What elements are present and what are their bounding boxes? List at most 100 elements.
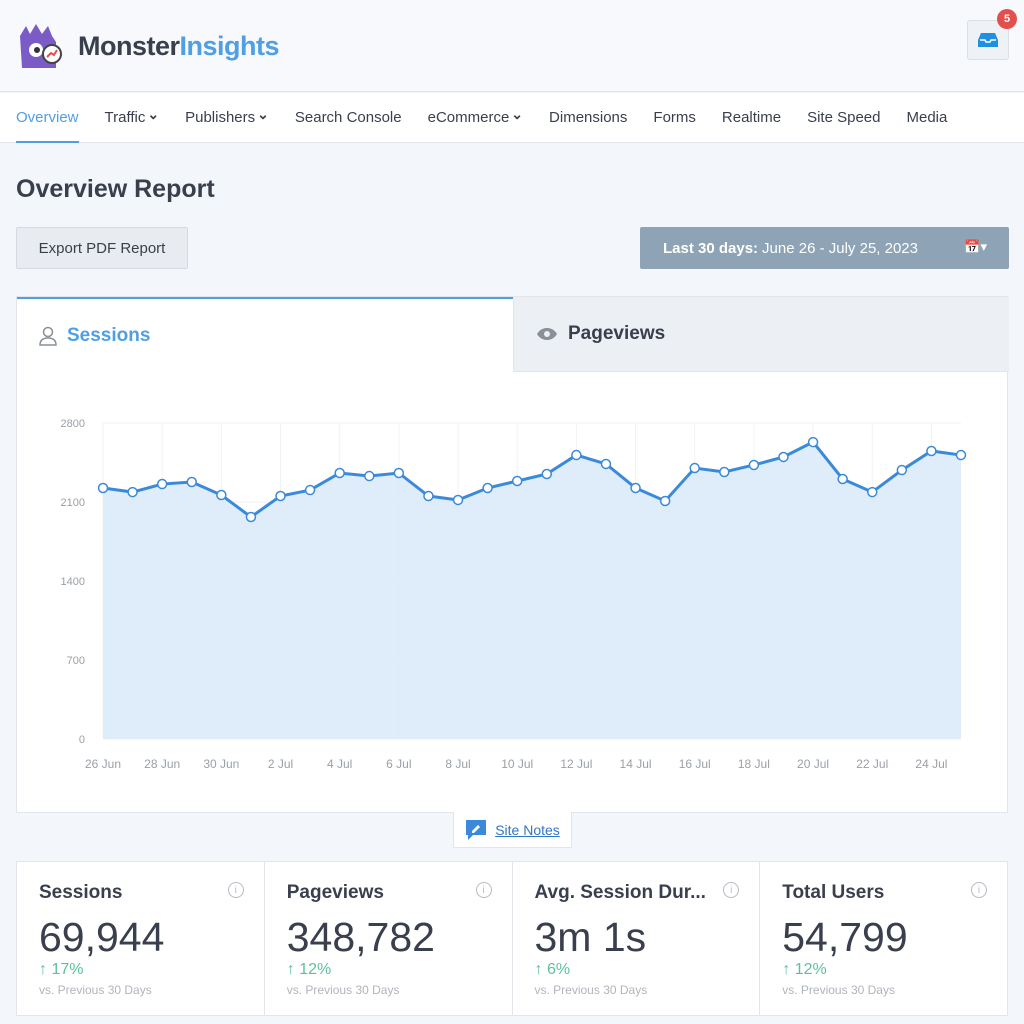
nav-item-traffic[interactable]: Traffic ⌄: [105, 93, 160, 143]
stat-change: ↑ 12%: [782, 961, 827, 978]
stat-label: Total Users: [782, 882, 885, 903]
nav-item-publishers[interactable]: Publishers ⌄: [185, 93, 269, 143]
data-point: [955, 449, 967, 461]
stat-card: Pageviews i 348,782 ↑ 12% vs. Previous 3…: [265, 862, 513, 1015]
logo[interactable]: MonsterInsights: [16, 22, 280, 70]
stat-comparison: vs. Previous 30 Days: [39, 983, 152, 997]
tab-pageviews[interactable]: Pageviews: [513, 297, 1009, 372]
eye-icon: [537, 328, 557, 340]
data-point: [186, 476, 198, 488]
data-point: [127, 486, 138, 498]
nav-label: Publishers: [185, 109, 256, 126]
stats-row: Sessions i 69,944 ↑ 17% vs. Previous 30 …: [16, 861, 1008, 1016]
info-icon[interactable]: i: [971, 882, 987, 898]
data-point: [571, 449, 582, 461]
date-range-prefix: Last 30 days:: [663, 239, 759, 257]
x-tick-label: 26 Jun: [85, 757, 121, 771]
logo-text: MonsterInsights: [78, 30, 280, 61]
stat-value: 69,944: [39, 914, 165, 960]
data-point: [364, 470, 375, 482]
nav-label: Forms: [653, 109, 696, 126]
data-point: [216, 489, 227, 501]
x-tick-label: 30 Jun: [203, 757, 239, 771]
x-tick-label: 4 Jul: [327, 757, 352, 771]
data-point: [334, 467, 345, 479]
notifications-button[interactable]: [967, 20, 1009, 60]
x-tick-label: 2 Jul: [268, 757, 293, 771]
nav-item-dimensions[interactable]: Dimensions: [549, 93, 627, 143]
stat-change: ↑ 12%: [286, 961, 332, 978]
tab-sessions-label: Sessions: [67, 324, 151, 346]
nav-item-forms[interactable]: Forms: [653, 93, 696, 143]
x-tick-label: 22 Jul: [856, 757, 888, 771]
data-point: [896, 464, 908, 476]
data-point: [659, 495, 671, 507]
nav-item-ecommerce[interactable]: eCommerce ⌄: [428, 93, 523, 143]
site-notes-icon: [466, 819, 487, 840]
data-point: [97, 482, 109, 494]
series-line: [102, 440, 962, 519]
data-point: [275, 490, 286, 502]
data-point: [778, 451, 789, 463]
arrow-up-icon: ↑: [39, 961, 52, 978]
data-point: [245, 511, 257, 523]
data-point: [807, 436, 819, 448]
info-icon[interactable]: i: [475, 882, 492, 898]
nav-item-realtime[interactable]: Realtime: [722, 93, 781, 143]
nav-item-media[interactable]: Media: [906, 93, 947, 143]
y-tick-label: 0: [79, 734, 85, 746]
stat-comparison: vs. Previous 30 Days: [782, 983, 895, 997]
x-tick-label: 20 Jul: [797, 757, 829, 771]
x-tick-label: 6 Jul: [386, 757, 411, 771]
stat-card: Total Users i 54,799 ↑ 12% vs. Previous …: [760, 862, 1007, 1015]
x-tick-label: 28 Jun: [144, 757, 180, 771]
tab-pageviews-label: Pageviews: [568, 323, 666, 344]
y-tick-label: 2800: [61, 418, 85, 430]
site-notes-link[interactable]: Site Notes: [495, 821, 560, 838]
x-tick-label: 12 Jul: [560, 757, 592, 771]
stat-comparison: vs. Previous 30 Days: [534, 983, 648, 997]
report-nav: Overview Traffic ⌄ Publishers ⌄ Search Consol…: [0, 93, 1024, 143]
stat-label: Sessions: [39, 882, 123, 903]
stat-comparison: vs. Previous 30 Days: [286, 983, 400, 997]
nav-item-overview[interactable]: Overview: [16, 93, 79, 143]
tab-sessions[interactable]: Sessions: [17, 297, 513, 372]
arrow-up-icon: ↑: [782, 961, 795, 978]
x-tick-label: 14 Jul: [620, 757, 652, 771]
stat-card: Sessions i 69,944 ↑ 17% vs. Previous 30 …: [17, 862, 265, 1015]
y-tick-label: 1400: [61, 576, 85, 588]
user-icon: [39, 326, 57, 346]
notification-badge: 5: [997, 9, 1017, 29]
stat-value: 3m 1s: [534, 914, 647, 960]
export-pdf-button[interactable]: Export PDF Report: [16, 227, 188, 269]
stat-change: ↑ 6%: [534, 961, 571, 978]
nav-item-search-console[interactable]: Search Console: [295, 93, 402, 143]
nav-label: eCommerce: [427, 109, 510, 126]
data-point: [423, 490, 434, 502]
x-tick-label: 8 Jul: [445, 757, 470, 771]
info-icon[interactable]: i: [227, 882, 244, 898]
data-point: [748, 459, 760, 471]
stat-label: Avg. Session Dur...: [534, 882, 706, 903]
nav-label: Search Console: [294, 109, 402, 126]
data-point: [304, 484, 316, 496]
data-point: [837, 473, 848, 485]
data-point: [482, 482, 493, 494]
data-point: [156, 478, 168, 490]
site-notes-button[interactable]: Site Notes: [453, 812, 572, 848]
chevron-down-icon: ⌄: [511, 106, 524, 122]
page-title: Overview Report: [16, 175, 215, 203]
date-range-value: June 26 - July 25, 2023: [762, 239, 918, 257]
nav-item-site-speed[interactable]: Site Speed: [807, 93, 880, 143]
header: MonsterInsights 5: [0, 0, 1024, 92]
monster-logo-icon: [20, 24, 62, 68]
sessions-chart: 0 700 1400 2100 2800 26 Jun 28 Jun 30 Jun 2 Jul 4…: [61, 418, 967, 771]
data-point: [541, 468, 553, 480]
date-range-picker[interactable]: Last 30 days: June 26 - July 25, 2023 📅▾: [640, 227, 1009, 269]
data-point: [719, 466, 730, 478]
data-point: [689, 462, 700, 474]
chevron-down-icon: ⌄: [257, 106, 269, 122]
nav-label: Realtime: [721, 109, 782, 126]
data-point: [866, 486, 878, 498]
info-icon[interactable]: i: [723, 882, 740, 898]
